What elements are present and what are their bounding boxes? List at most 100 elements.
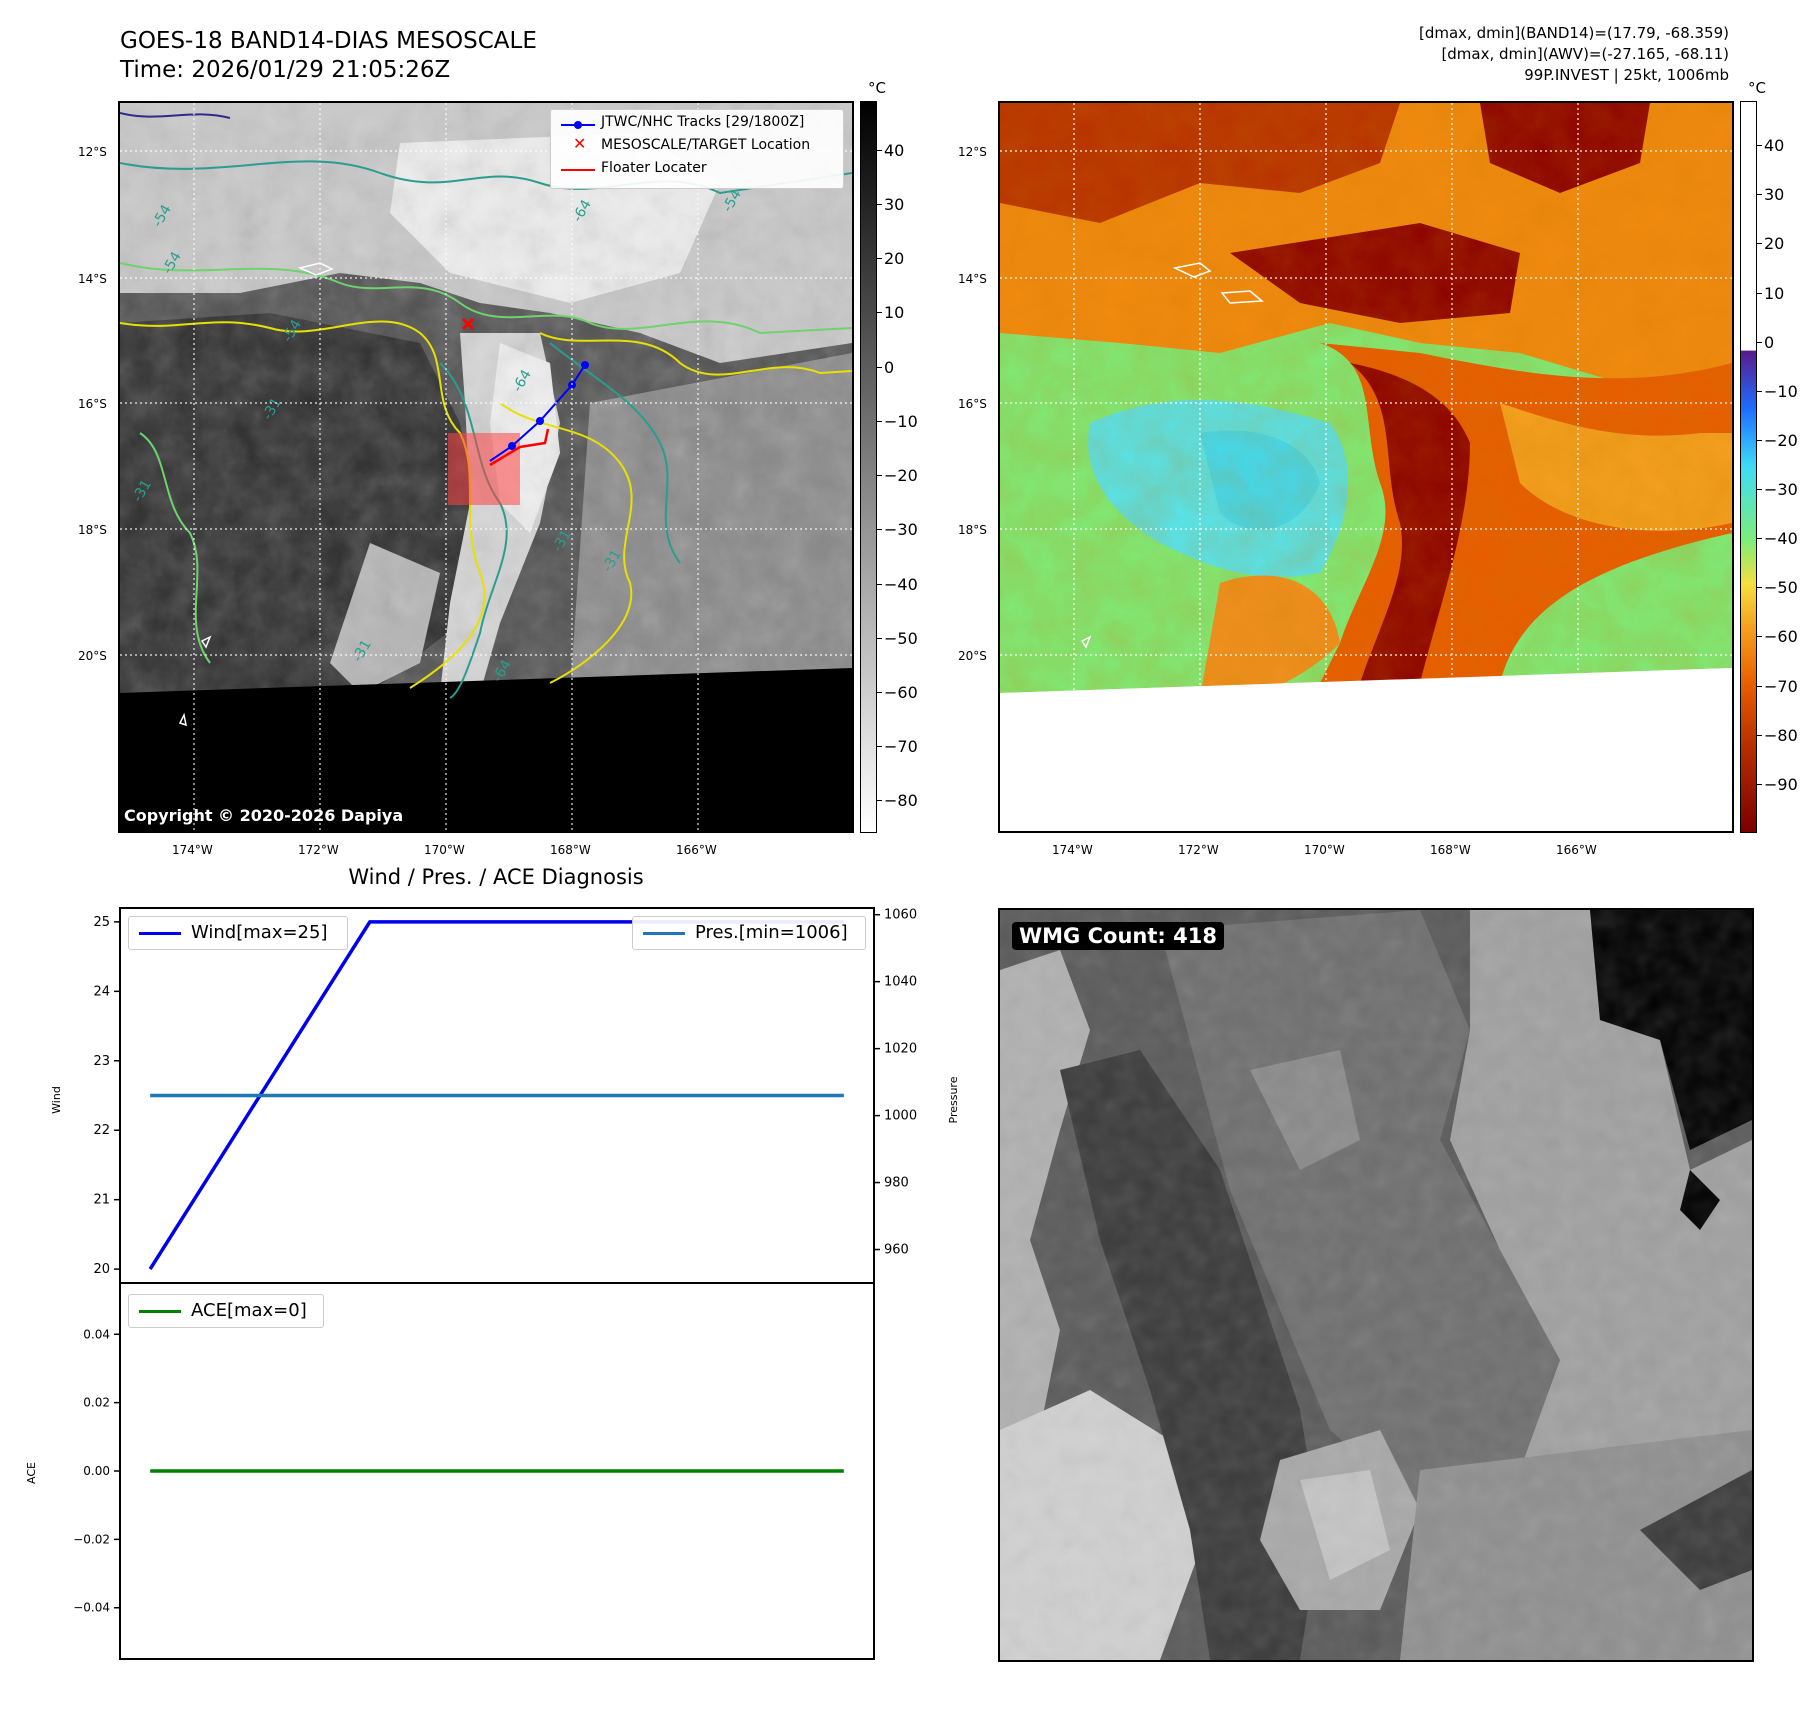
colorbar-tick — [1757, 390, 1762, 392]
pressure-ytick-label: 1000 — [884, 1109, 917, 1124]
colorbar-tick — [1757, 636, 1762, 638]
wind-legend: Wind[max=25] — [128, 916, 348, 950]
lat-tick-label: 16°S — [78, 397, 107, 411]
colorbar-tick — [1757, 341, 1762, 343]
colorbar-tick-label: 0 — [884, 357, 895, 377]
storm-info: 99P.INVEST | 25kt, 1006mb — [1524, 66, 1729, 84]
colorbar-tick-label: 30 — [884, 195, 905, 215]
ace-ytick-label: 0.02 — [83, 1396, 110, 1410]
colorbar-tick-label: 10 — [884, 303, 905, 323]
chart-title: GOES-18 BAND14-DIAS MESOSCALE — [120, 28, 537, 54]
wind-ytick-label: 21 — [93, 1193, 110, 1208]
pressure-ytick-label: 1020 — [884, 1042, 917, 1057]
wind-ytick-label: 22 — [93, 1123, 110, 1138]
copyright: Copyright © 2020-2026 Dapiya — [124, 806, 404, 825]
awv-map-panel — [998, 101, 1734, 833]
colorbar-tick — [877, 204, 882, 206]
lat-tick-label: 18°S — [958, 523, 987, 537]
colorbar-tick-label: 0 — [1764, 332, 1775, 352]
legend-floater-label: Floater Locater — [601, 160, 707, 176]
lon-tick-label: 168°W — [1430, 843, 1471, 857]
colorbar-tick-label: 30 — [1764, 185, 1785, 205]
lon-tick-label: 170°W — [1304, 843, 1345, 857]
ace-ytick-label: 0.04 — [83, 1327, 110, 1341]
colorbar-tick-label: 10 — [1764, 283, 1785, 303]
lon-tick-label: 174°W — [1052, 843, 1093, 857]
colorbar-tick — [877, 420, 882, 422]
lat-tick-label: 14°S — [958, 272, 987, 286]
colorbar-tick — [877, 529, 882, 531]
colorbar-tick — [1757, 292, 1762, 294]
colorbar-tick — [1757, 439, 1762, 441]
wmg-panel: WMG Count: 418 — [998, 908, 1754, 1662]
wind-ytick-label: 25 — [93, 915, 110, 930]
chart-time: Time: 2026/01/29 21:05:26Z — [120, 57, 451, 83]
colorbar-tick-label: −40 — [884, 574, 918, 594]
legend-track-icon — [559, 117, 599, 131]
colorbar-tick — [1757, 538, 1762, 540]
colorbar-tick-label: 20 — [884, 249, 905, 269]
ace-legend: ACE[max=0] — [128, 1294, 324, 1328]
diagnosis-title: Wind / Pres. / ACE Diagnosis — [348, 865, 644, 889]
stats-awv: [dmax, dmin](AWV)=(-27.165, -68.11) — [1441, 45, 1729, 63]
lat-tick-label: 12°S — [78, 145, 107, 159]
colorbar-tick-label: −10 — [1764, 381, 1798, 401]
colorbar-tick-label: −60 — [1764, 627, 1798, 647]
wind-axis-label: Wind — [50, 1086, 63, 1114]
awv-colorbar-unit: °C — [1748, 79, 1766, 97]
legend-track-label: JTWC/NHC Tracks [29/1800Z] — [601, 114, 805, 130]
colorbar-tick-label: −50 — [884, 628, 918, 648]
ace-legend-swatch — [139, 1310, 181, 1313]
colorbar-tick-label: −20 — [884, 466, 918, 486]
wmg-count-badge: WMG Count: 418 — [1012, 922, 1224, 950]
legend-floater-icon — [561, 169, 595, 171]
colorbar-tick-label: 40 — [1764, 136, 1785, 156]
ir-colorbar — [860, 101, 877, 833]
lon-tick-label: 174°W — [172, 843, 213, 857]
colorbar-tick — [1757, 194, 1762, 196]
pressure-ytick-label: 1040 — [884, 975, 917, 990]
diagnosis-chart: 25 24 23 22 21 20 1060 1040 1020 1000 980 960 0.04… — [25, 907, 960, 1660]
wind-ytick-label: 20 — [93, 1262, 110, 1277]
lat-tick-label: 16°S — [958, 397, 987, 411]
colorbar-tick-label: −60 — [884, 683, 918, 703]
awv-colorbar — [1740, 101, 1757, 833]
colorbar-tick-label: −80 — [1764, 725, 1798, 745]
pressure-legend-swatch — [643, 932, 685, 935]
lat-tick-label: 20°S — [78, 649, 107, 663]
ir-colorbar-unit: °C — [868, 79, 886, 97]
lon-tick-label: 170°W — [424, 843, 465, 857]
legend-target-label: MESOSCALE/TARGET Location — [601, 137, 811, 153]
colorbar-tick-label: −70 — [1764, 676, 1798, 696]
colorbar-tick — [1757, 734, 1762, 736]
wind-ytick-label: 24 — [93, 984, 110, 999]
pressure-ytick-label: 960 — [884, 1243, 909, 1258]
colorbar-tick — [877, 475, 882, 477]
colorbar-tick — [1757, 783, 1762, 785]
colorbar-tick-label: −20 — [1764, 430, 1798, 450]
colorbar-tick — [877, 692, 882, 694]
colorbar-tick — [1757, 489, 1762, 491]
lon-tick-label: 168°W — [550, 843, 591, 857]
legend-target-icon: ✕ — [573, 134, 587, 153]
colorbar-tick — [1757, 587, 1762, 589]
colorbar-tick — [1757, 145, 1762, 147]
colorbar-tick-label: −80 — [884, 791, 918, 811]
pressure-legend-label: Pres.[min=1006] — [695, 922, 848, 943]
colorbar-tick — [877, 312, 882, 314]
lat-tick-label: 18°S — [78, 523, 107, 537]
ace-ytick-label: −0.02 — [73, 1532, 110, 1546]
colorbar-tick — [1757, 243, 1762, 245]
colorbar-tick-label: −40 — [1764, 529, 1798, 549]
colorbar-tick — [877, 746, 882, 748]
lat-tick-label: 12°S — [958, 145, 987, 159]
ace-legend-label: ACE[max=0] — [191, 1300, 307, 1321]
colorbar-tick — [877, 583, 882, 585]
colorbar-tick — [877, 258, 882, 260]
wind-ytick-label: 23 — [93, 1054, 110, 1069]
colorbar-tick — [1757, 685, 1762, 687]
colorbar-tick-label: −50 — [1764, 578, 1798, 598]
ir-map-panel: -54 -64 -54 -64 -31 -54 -31 -31 -64 -31 -54 -31 JTW… — [118, 101, 854, 833]
lon-tick-label: 172°W — [1178, 843, 1219, 857]
colorbar-tick-label: −30 — [884, 520, 918, 540]
